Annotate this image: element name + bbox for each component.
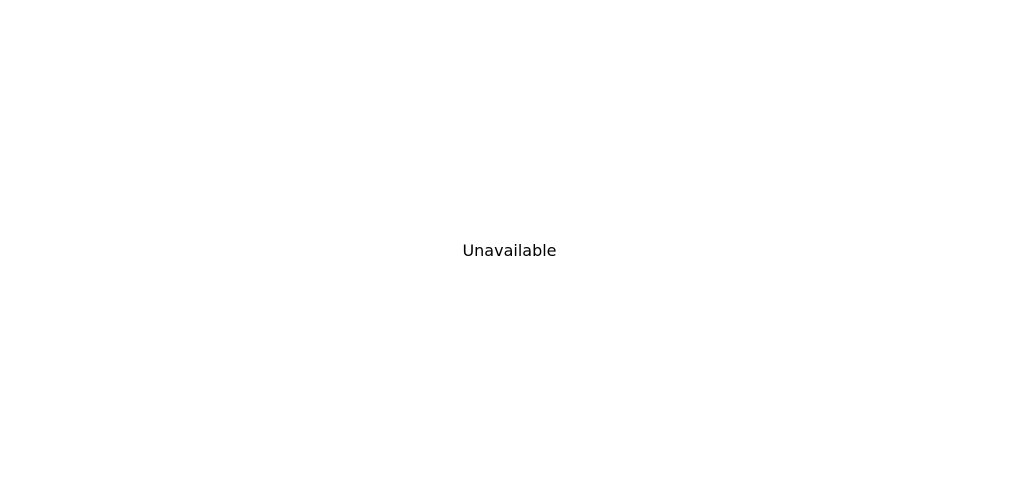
placeholder: Unavailable	[462, 240, 557, 260]
